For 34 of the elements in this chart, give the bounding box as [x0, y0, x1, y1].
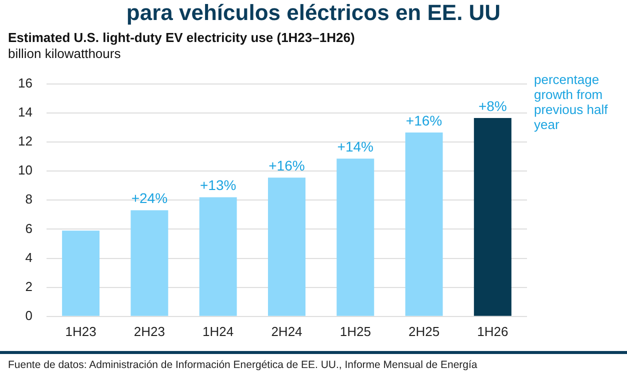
bar — [336, 158, 374, 316]
x-tick-label: 1H23 — [65, 324, 96, 339]
annotation: +16% — [268, 157, 305, 174]
annotation: +13% — [200, 177, 236, 194]
x-tick-label: 2H25 — [408, 324, 440, 339]
bar — [199, 197, 237, 316]
x-tick-label: 2H23 — [134, 324, 165, 339]
chart-subtitle: Estimated U.S. light-duty EV electricity use (1H23–1H26) — [8, 30, 355, 45]
x-tick-label: 1H26 — [477, 324, 508, 339]
y-tick-label: 10 — [18, 162, 32, 178]
bar — [474, 118, 512, 316]
bar — [62, 230, 100, 316]
y-tick-label: 12 — [18, 134, 32, 149]
annotation: +14% — [337, 138, 374, 155]
x-tick-label: 1H25 — [340, 324, 371, 339]
chart-title: para vehículos eléctricos en EE. UU — [125, 0, 502, 26]
bar — [405, 132, 443, 316]
y-axis-title: billion kilowatthours — [8, 46, 121, 61]
y-tick-label: 14 — [18, 104, 32, 120]
bar — [268, 178, 306, 316]
annotation: +24% — [131, 190, 168, 206]
annotation: +16% — [406, 112, 442, 128]
y-tick-label: 8 — [25, 192, 32, 207]
y-tick-label: 4 — [25, 250, 32, 265]
y-tick-label: 6 — [25, 220, 32, 236]
source-note: Fuente de datos: Administración de Información Energética de EE. UU., Informe Mensual de Energía — [0, 351, 627, 371]
x-tick-label: 2H24 — [271, 324, 302, 339]
bar — [130, 210, 168, 316]
text: percentage growth from previous half year — [534, 72, 609, 132]
y-tick-label: 0 — [25, 308, 32, 323]
annotation: +8% — [478, 98, 507, 114]
x-tick-label: 1H24 — [202, 324, 234, 339]
y-tick-label: 16 — [18, 75, 32, 90]
y-tick-label: 2 — [25, 278, 32, 294]
